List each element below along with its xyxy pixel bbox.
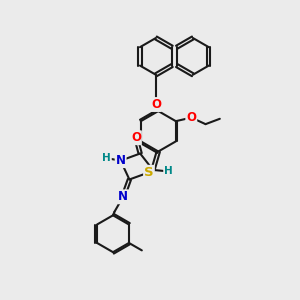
Text: H: H (102, 153, 111, 163)
Text: N: N (118, 190, 128, 203)
Text: O: O (186, 111, 196, 124)
Text: O: O (151, 98, 161, 111)
Text: H: H (164, 167, 173, 176)
Text: O: O (131, 131, 141, 144)
Text: N: N (116, 154, 126, 167)
Text: S: S (144, 166, 154, 179)
